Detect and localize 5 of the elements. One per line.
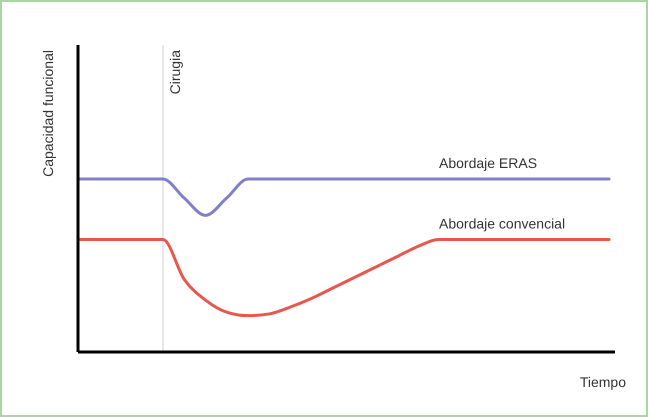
y-axis-title: Capacidad funcional [40, 50, 56, 177]
text: Cirugia [166, 50, 183, 94]
series-label: Abordaje convencial [439, 216, 566, 232]
series-label: Abordaje ERAS [439, 155, 538, 171]
x-axis-title: Tiempo [580, 374, 626, 390]
